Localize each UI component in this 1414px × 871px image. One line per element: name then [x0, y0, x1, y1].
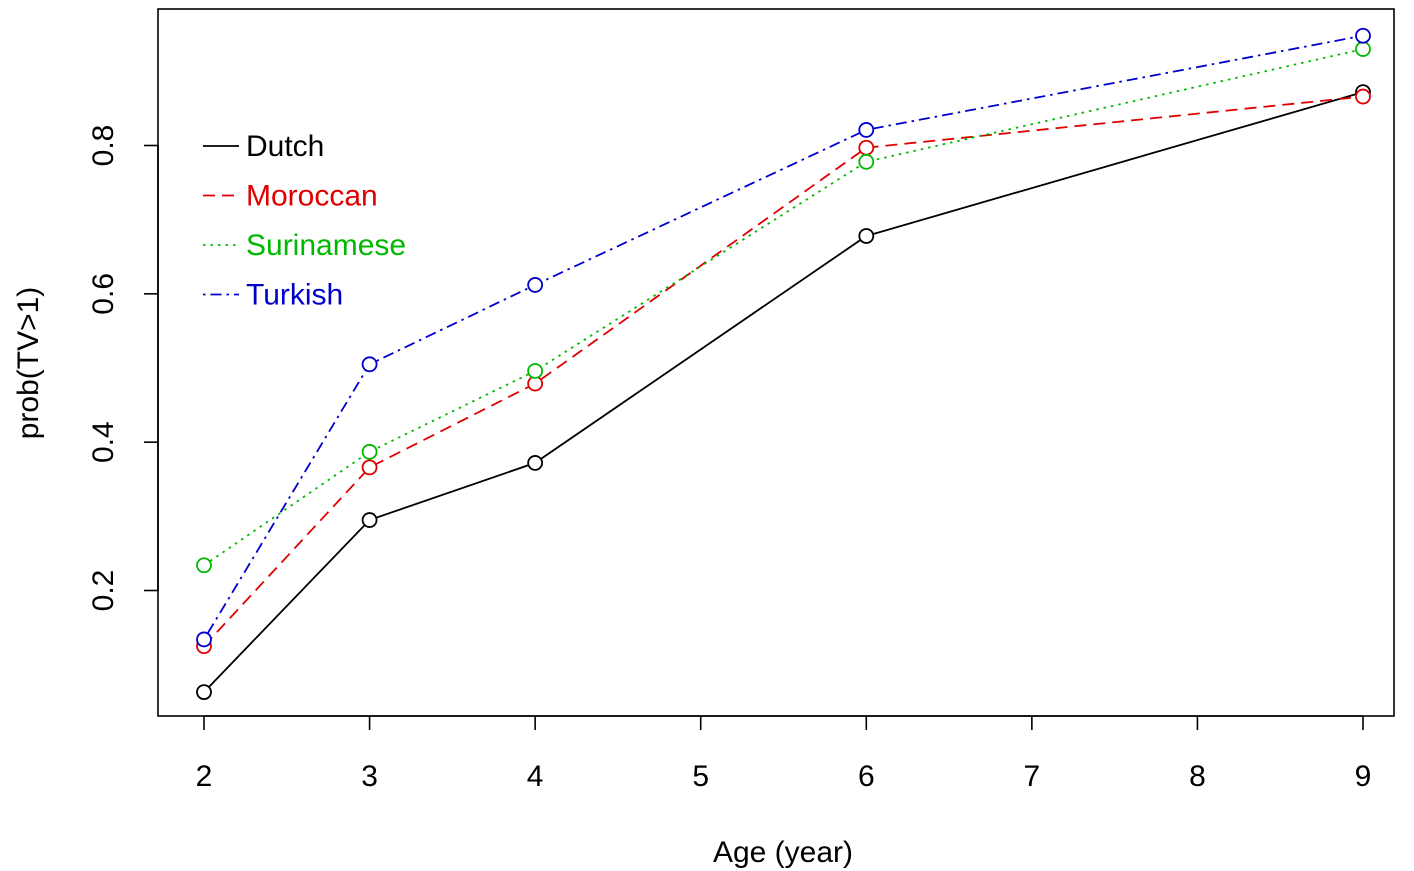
data-point-surinamese	[527, 363, 544, 379]
x-tick-label: 3	[361, 760, 378, 793]
data-point-turkish	[361, 356, 378, 373]
x-tick-label: 4	[527, 760, 544, 793]
y-tick-label: 0.2	[87, 570, 120, 612]
data-point-turkish	[1355, 27, 1371, 44]
legend: Dutch Moroccan Surinamese Turkish	[203, 130, 406, 312]
legend-item-surinamese: Surinamese	[203, 229, 406, 262]
data-point-moroccan	[858, 139, 875, 156]
x-tick-label: 7	[1024, 760, 1041, 793]
y-axis-title: prob(TV>1)	[12, 287, 45, 440]
data-point-dutch	[858, 228, 875, 244]
legend-label: Surinamese	[246, 229, 406, 262]
data-point-moroccan	[361, 459, 378, 476]
x-tick-label: 2	[196, 760, 213, 793]
legend-label: Dutch	[246, 130, 324, 163]
y-tick-label: 0.8	[87, 125, 120, 167]
x-axis: 2 3 4 5 6 7 8 9	[196, 715, 1372, 793]
data-point-dutch	[196, 684, 212, 701]
legend-item-moroccan: Moroccan	[203, 180, 378, 213]
series-turkish	[196, 27, 1371, 648]
legend-label: Moroccan	[246, 180, 378, 213]
data-point-turkish	[196, 631, 212, 648]
series-layer	[196, 27, 1371, 701]
y-tick-label: 0.6	[87, 273, 120, 315]
x-tick-label: 6	[858, 760, 875, 793]
series-line-moroccan	[203, 95, 1364, 647]
series-line-surinamese	[203, 48, 1364, 567]
data-point-dutch	[527, 455, 544, 471]
x-tick-label: 5	[692, 760, 709, 793]
x-axis-title: Age (year)	[713, 836, 853, 869]
legend-label: Turkish	[246, 279, 343, 312]
data-point-turkish	[858, 122, 875, 138]
series-line-turkish	[203, 34, 1364, 640]
series-surinamese	[196, 41, 1371, 574]
data-point-surinamese	[196, 557, 212, 574]
data-point-surinamese	[858, 153, 875, 170]
x-tick-label: 9	[1355, 760, 1372, 793]
plot-frame	[157, 8, 1395, 717]
data-point-moroccan	[1355, 88, 1371, 105]
data-point-surinamese	[361, 443, 378, 460]
data-point-surinamese	[1355, 41, 1371, 57]
x-tick-label: 8	[1189, 760, 1206, 793]
legend-item-turkish: Turkish	[203, 279, 343, 312]
series-dutch	[196, 84, 1371, 701]
data-point-dutch	[361, 512, 378, 528]
y-axis: 0.2 0.4 0.6 0.8	[87, 125, 159, 612]
y-tick-label: 0.4	[87, 421, 120, 463]
series-line-dutch	[203, 91, 1364, 693]
legend-item-dutch: Dutch	[203, 130, 324, 163]
data-point-turkish	[527, 277, 544, 293]
